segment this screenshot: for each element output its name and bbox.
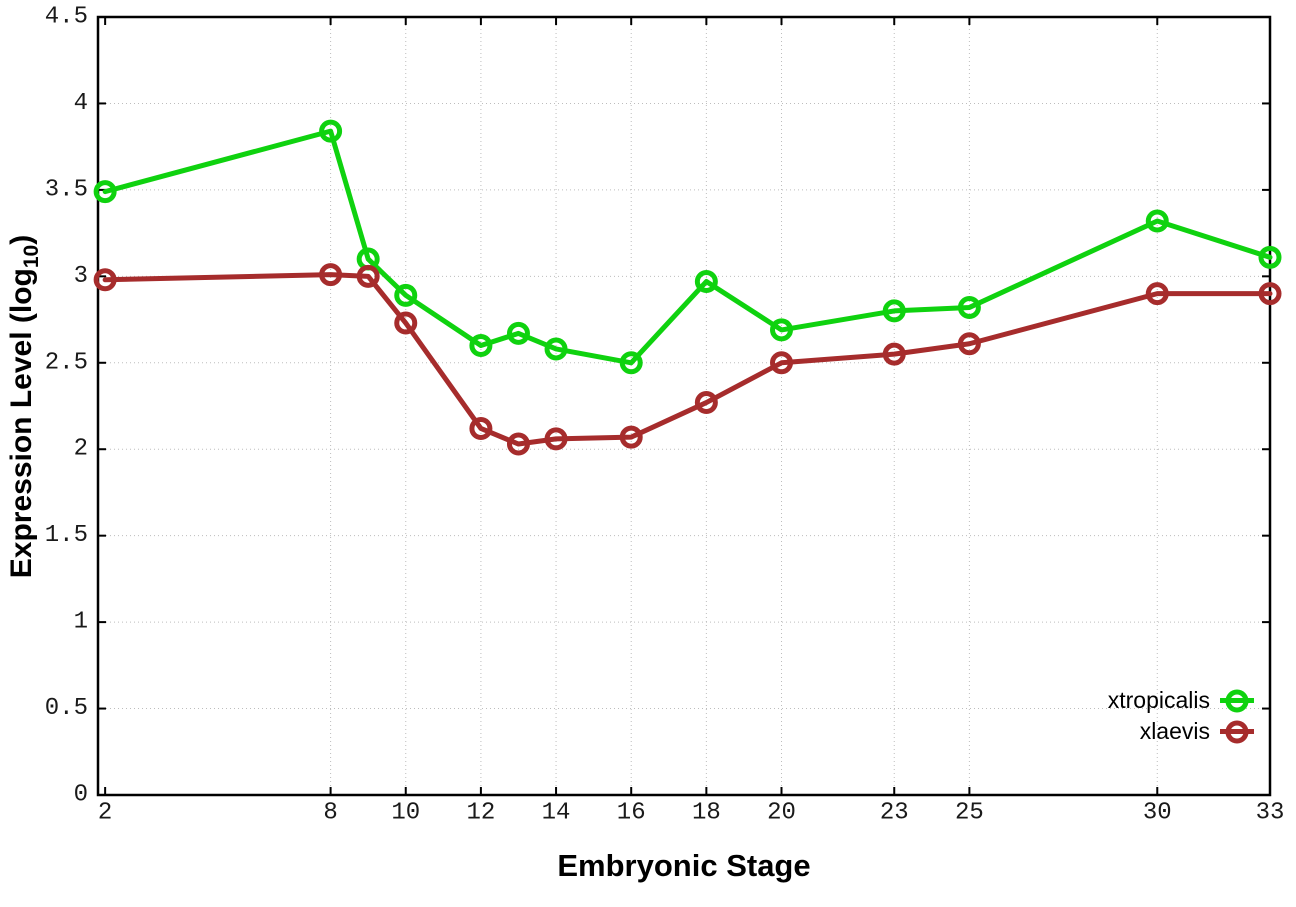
data-point-xlaevis	[694, 391, 718, 415]
x-tick-label: 18	[692, 800, 721, 827]
y-axis-title-subscript: 10	[20, 244, 44, 268]
x-axis-title: Embryonic Stage	[557, 848, 811, 883]
y-tick-label: 1.5	[45, 522, 88, 549]
data-point-xlaevis	[1145, 282, 1169, 306]
legend-label: xtropicalis	[1107, 687, 1210, 713]
data-point-xtropicalis	[1145, 209, 1169, 233]
y-tick-label: 0	[74, 782, 88, 809]
x-tick-label: 33	[1256, 800, 1285, 827]
data-point-xtropicalis	[770, 318, 794, 342]
data-point-xlaevis	[506, 432, 530, 456]
legend-item-xtropicalis: xtropicalis	[1108, 685, 1254, 716]
data-point-xlaevis	[319, 263, 343, 287]
y-tick-label: 3.5	[45, 176, 88, 203]
data-point-xtropicalis	[957, 295, 981, 319]
data-point-xlaevis	[957, 332, 981, 356]
data-point-xlaevis	[882, 342, 906, 366]
plot-border	[96, 15, 1272, 797]
data-point-xlaevis	[356, 264, 380, 288]
y-axis-title: Expression Level (log10)	[2, 17, 48, 795]
x-tick-label: 30	[1143, 800, 1172, 827]
x-tick-label: 2	[98, 800, 112, 827]
x-tick-label: 23	[880, 800, 909, 827]
data-point-xlaevis	[619, 425, 643, 449]
data-point-xtropicalis	[1258, 245, 1282, 269]
x-tick-label: 16	[617, 800, 646, 827]
legend-label: xlaevis	[1139, 718, 1210, 744]
data-point-xlaevis	[469, 416, 493, 440]
data-point-xlaevis	[544, 427, 568, 451]
y-tick-label: 3	[74, 263, 88, 290]
data-point-xtropicalis	[506, 321, 530, 345]
data-point-xlaevis	[770, 351, 794, 375]
data-point-xlaevis	[93, 268, 117, 292]
data-point-xlaevis	[1258, 282, 1282, 306]
data-point-xtropicalis	[469, 333, 493, 357]
y-axis-title-text: Expression Level (log	[5, 267, 39, 578]
data-point-xtropicalis	[619, 351, 643, 375]
series-line-xtropicalis	[102, 128, 1273, 366]
y-tick-label: 2.5	[45, 349, 88, 376]
data-point-xtropicalis	[882, 299, 906, 323]
x-tick-label: 10	[391, 800, 420, 827]
data-point-xtropicalis	[394, 283, 418, 307]
x-tick-label: 25	[955, 800, 984, 827]
legend-item-xlaevis: xlaevis	[1108, 716, 1254, 747]
data-point-xtropicalis	[544, 337, 568, 361]
data-point-xtropicalis	[319, 119, 343, 143]
legend-marker-xlaevis-icon	[1220, 719, 1254, 745]
data-point-xtropicalis	[93, 180, 117, 204]
y-tick-label: 0.5	[45, 695, 88, 722]
y-tick-label: 4	[74, 90, 88, 117]
y-axis-title-close: )	[5, 234, 39, 245]
x-tick-label: 12	[466, 800, 495, 827]
x-tick-label: 14	[542, 800, 571, 827]
data-point-xlaevis	[394, 311, 418, 335]
y-tick-label: 4.5	[45, 4, 88, 31]
y-tick-label: 1	[74, 609, 88, 636]
x-tick-label: 20	[767, 800, 796, 827]
y-tick-label: 2	[74, 436, 88, 463]
data-point-xtropicalis	[694, 270, 718, 294]
legend: xtropicalis xlaevis	[1108, 685, 1254, 747]
x-tick-label: 8	[323, 800, 337, 827]
legend-marker-xtropicalis-icon	[1220, 688, 1254, 714]
